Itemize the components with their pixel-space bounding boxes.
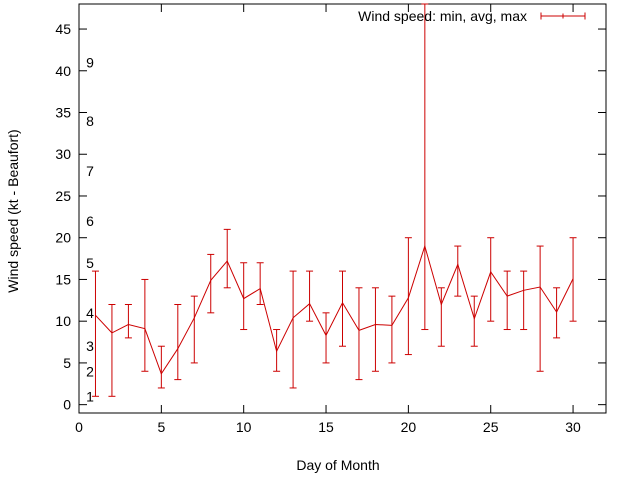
beaufort-labels: 1 2 3 4 5 6 7 8 9 xyxy=(86,54,94,404)
plot-frame xyxy=(78,3,607,414)
x-tick-label: 15 xyxy=(318,419,334,435)
x-tick-label: 10 xyxy=(236,419,252,435)
x-axis-label: Day of Month xyxy=(296,457,379,473)
y-tick-label: 25 xyxy=(55,188,71,204)
y-tick-label: 35 xyxy=(55,105,71,121)
beaufort-label: 7 xyxy=(86,163,94,179)
legend-sample-line xyxy=(540,12,586,20)
y-axis-label: Wind speed (kt - Beaufort) xyxy=(5,129,21,292)
x-tick-label: 5 xyxy=(157,419,165,435)
avg-line xyxy=(95,244,574,375)
beaufort-label: 2 xyxy=(86,363,94,379)
beaufort-label: 6 xyxy=(86,213,94,229)
y-tick-label: 30 xyxy=(55,146,71,162)
y-tick-label: 0 xyxy=(63,397,71,413)
x-tick-label: 0 xyxy=(75,419,83,435)
wind-speed-series xyxy=(91,3,577,397)
beaufort-label: 5 xyxy=(86,255,94,271)
x-tick-label: 30 xyxy=(565,419,581,435)
y-tick-label: 10 xyxy=(55,313,71,329)
beaufort-label: 9 xyxy=(86,54,94,70)
x-axis-ticks: 0 5 10 15 20 25 30 xyxy=(75,4,581,435)
beaufort-label: 3 xyxy=(86,338,94,354)
y-tick-label: 5 xyxy=(63,355,71,371)
beaufort-label: 4 xyxy=(86,305,94,321)
y-tick-label: 40 xyxy=(55,63,71,79)
y-tick-label: 45 xyxy=(55,21,71,37)
x-tick-label: 20 xyxy=(401,419,417,435)
x-tick-label: 25 xyxy=(483,419,499,435)
y-tick-label: 20 xyxy=(55,230,71,246)
legend: Wind speed: min, avg, max xyxy=(358,8,586,24)
beaufort-label: 1 xyxy=(86,388,94,404)
legend-label: Wind speed: min, avg, max xyxy=(358,8,527,24)
beaufort-label: 8 xyxy=(86,113,94,129)
y-tick-label: 15 xyxy=(55,271,71,287)
